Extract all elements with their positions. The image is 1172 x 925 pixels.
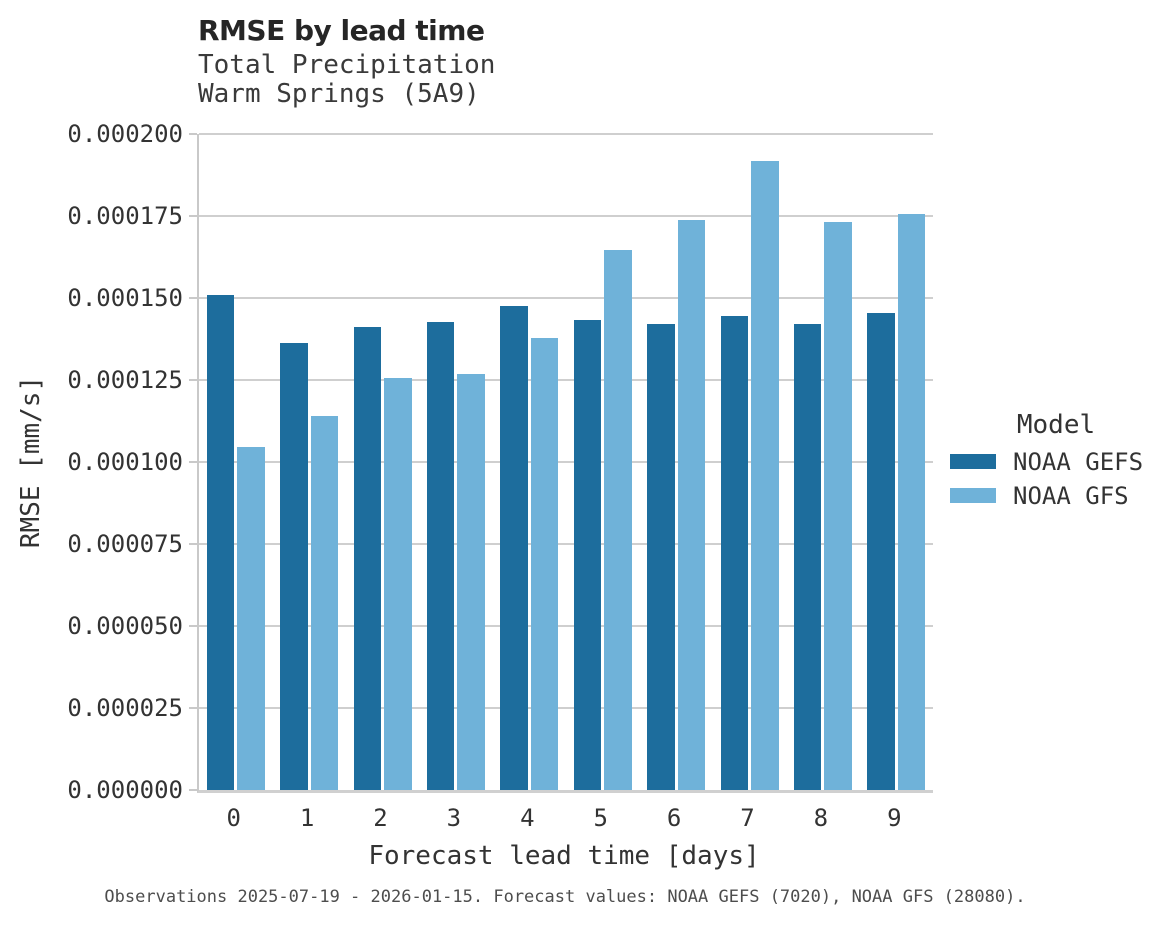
x-tick-label: 2: [373, 804, 388, 832]
bar-noaa-gfs-lead-6: [677, 220, 706, 790]
y-axis-tick: [189, 625, 197, 627]
legend-swatch: [950, 454, 996, 469]
y-tick-label: 0.000175: [67, 202, 183, 230]
x-axis-label: Forecast lead time [days]: [368, 841, 760, 871]
legend-title: Model: [1016, 410, 1096, 440]
bar-noaa-gfs-lead-4: [530, 338, 559, 790]
gridline: [199, 543, 933, 545]
y-tick-label: 0.000150: [67, 284, 183, 312]
bar-noaa-gefs-lead-4: [500, 305, 528, 790]
y-axis-tick: [189, 133, 197, 135]
x-tick-label: 6: [666, 804, 682, 832]
bar-noaa-gfs-lead-2: [384, 378, 412, 790]
y-tick-label: 0.000200: [67, 120, 183, 148]
bar-noaa-gfs-lead-5: [604, 250, 632, 790]
x-tick-label: 1: [299, 804, 315, 832]
y-tick-label: 0.000075: [67, 530, 183, 558]
gridline: [199, 625, 933, 627]
legend-swatch: [950, 488, 996, 503]
bar-noaa-gfs-lead-9: [897, 214, 926, 790]
bar-noaa-gefs-lead-3: [426, 321, 455, 790]
y-axis-tick: [189, 461, 197, 463]
legend-entry: NOAA GEFS: [950, 448, 1162, 476]
x-tick-label: 0: [226, 804, 241, 832]
bar-noaa-gefs-lead-5: [573, 320, 602, 790]
x-tick-label: 9: [887, 804, 902, 832]
legend-entry: NOAA GFS: [950, 482, 1162, 510]
bar-noaa-gfs-lead-3: [457, 373, 485, 790]
x-tick-label: 8: [813, 804, 829, 832]
plot-area: [189, 133, 933, 793]
gridline: [199, 297, 933, 299]
bar-noaa-gefs-lead-2: [353, 326, 381, 790]
x-tick-label: 5: [593, 804, 608, 832]
bar-noaa-gefs-lead-1: [280, 343, 308, 790]
gridline: [199, 707, 933, 709]
y-axis-tick: [189, 215, 197, 217]
y-axis-tick: [189, 707, 197, 709]
bar-noaa-gfs-lead-7: [751, 161, 779, 790]
bar-noaa-gefs-lead-9: [867, 312, 895, 790]
y-tick-label: 0.000125: [67, 366, 183, 394]
y-axis-tick: [189, 789, 197, 791]
y-axis-tick: [189, 297, 197, 299]
y-tick-label: 0.000050: [67, 612, 183, 640]
bar-noaa-gefs-lead-6: [647, 324, 675, 790]
x-tick-label: 4: [520, 804, 535, 832]
gridline: [199, 215, 933, 217]
legend-label: NOAA GEFS: [1013, 447, 1144, 476]
y-axis-tick: [189, 543, 197, 545]
bar-noaa-gefs-lead-8: [793, 324, 822, 790]
y-axis-tick: [189, 379, 197, 381]
bar-noaa-gfs-lead-8: [824, 221, 852, 790]
legend-label: NOAA GFS: [1013, 481, 1129, 510]
bar-noaa-gefs-lead-0: [206, 294, 235, 790]
x-tick-label: 7: [740, 804, 755, 832]
footer-caption: Observations 2025-07-19 - 2026-01-15. Fo…: [104, 887, 1026, 907]
chart-subtitle-location: Warm Springs (5A9): [198, 79, 480, 109]
gridline: [199, 461, 933, 463]
y-tick-label: 0.000000: [67, 776, 183, 804]
legend: Model NOAA GEFS NOAA GFS: [950, 410, 1162, 522]
bar-noaa-gfs-lead-0: [237, 446, 265, 790]
bar-noaa-gfs-lead-1: [310, 415, 339, 790]
gridline: [199, 379, 933, 381]
y-tick-label: 0.000025: [67, 694, 183, 722]
chart-title: RMSE by lead time: [198, 14, 485, 47]
bar-noaa-gefs-lead-7: [720, 316, 748, 790]
y-tick-label: 0.000100: [67, 448, 183, 476]
y-axis-label: RMSE [mm/s]: [16, 375, 46, 549]
gridline: [199, 133, 933, 135]
x-tick-label: 3: [446, 804, 462, 832]
chart-subtitle-variable: Total Precipitation: [198, 50, 496, 80]
